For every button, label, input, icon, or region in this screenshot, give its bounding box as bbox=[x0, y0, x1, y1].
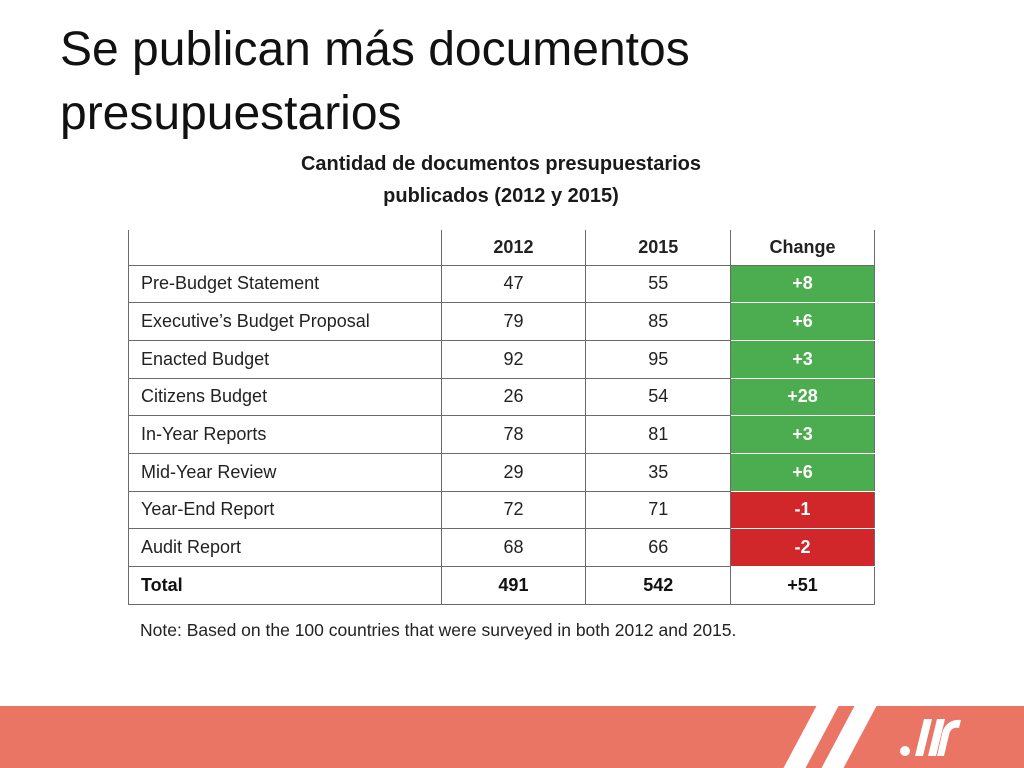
organization-logo-icon bbox=[900, 719, 961, 756]
total-2012-cell: 491 bbox=[440, 566, 587, 605]
row-change-cell: +3 bbox=[730, 339, 875, 379]
table-caption-line-1: Cantidad de documentos presupuestarios bbox=[300, 153, 702, 175]
row-label-cell: Executive’s Budget Proposal bbox=[128, 302, 442, 341]
row-2015-cell: 85 bbox=[585, 302, 732, 341]
header-cell-change: Change bbox=[730, 230, 875, 266]
table-header-row: 2012 2015 Change bbox=[128, 230, 875, 266]
budget-documents-table: 2012 2015 Change Pre-Budget Statement 47 5… bbox=[128, 230, 875, 605]
row-2015-cell: 55 bbox=[585, 264, 732, 304]
table-row: Citizens Budget 26 54 +28 bbox=[128, 377, 875, 417]
row-label-cell: Mid-Year Review bbox=[128, 452, 442, 492]
row-change-cell: +3 bbox=[730, 415, 875, 454]
row-2015-cell: 95 bbox=[585, 339, 732, 379]
row-label-cell: Citizens Budget bbox=[128, 377, 442, 417]
header-cell-label bbox=[128, 230, 442, 266]
table-body: Pre-Budget Statement 47 55 +8 Executive’s Bu… bbox=[128, 264, 875, 567]
row-2012-cell: 68 bbox=[440, 528, 587, 567]
row-change-cell: +6 bbox=[730, 302, 875, 341]
row-change-cell: -1 bbox=[730, 490, 875, 530]
total-label-cell: Total bbox=[128, 566, 442, 605]
row-2015-cell: 66 bbox=[585, 528, 732, 567]
row-label-cell: Audit Report bbox=[128, 528, 442, 567]
table-row: Executive’s Budget Proposal 79 85 +6 bbox=[128, 302, 875, 341]
row-2012-cell: 72 bbox=[440, 490, 587, 530]
table-row: Pre-Budget Statement 47 55 +8 bbox=[128, 264, 875, 304]
row-2012-cell: 79 bbox=[440, 302, 587, 341]
row-label-cell: Pre-Budget Statement bbox=[128, 264, 442, 304]
row-2012-cell: 26 bbox=[440, 377, 587, 417]
table-row: Enacted Budget 92 95 +3 bbox=[128, 339, 875, 379]
header-cell-2015: 2015 bbox=[585, 230, 732, 266]
row-change-cell: +6 bbox=[730, 452, 875, 492]
row-2015-cell: 71 bbox=[585, 490, 732, 530]
row-2012-cell: 92 bbox=[440, 339, 587, 379]
table-total-row: Total 491 542 +51 bbox=[128, 566, 875, 605]
row-2015-cell: 54 bbox=[585, 377, 732, 417]
table-row: Audit Report 68 66 -2 bbox=[128, 528, 875, 567]
table-note: Note: Based on the 100 countries that we… bbox=[140, 620, 737, 640]
row-change-cell: +8 bbox=[730, 264, 875, 304]
total-2015-cell: 542 bbox=[585, 566, 732, 605]
row-2012-cell: 47 bbox=[440, 264, 587, 304]
footer-band bbox=[0, 706, 1024, 768]
row-2015-cell: 81 bbox=[585, 415, 732, 454]
row-change-cell: -2 bbox=[730, 528, 875, 567]
table-row: Mid-Year Review 29 35 +6 bbox=[128, 452, 875, 492]
table-row: In-Year Reports 78 81 +3 bbox=[128, 415, 875, 454]
row-2015-cell: 35 bbox=[585, 452, 732, 492]
table-caption-line-2: publicados (2012 y 2015) bbox=[383, 185, 619, 207]
row-label-cell: Year-End Report bbox=[128, 490, 442, 530]
row-2012-cell: 29 bbox=[440, 452, 587, 492]
row-change-cell: +28 bbox=[730, 377, 875, 417]
table-caption: Cantidad de documentos presupuestarios p… bbox=[200, 148, 802, 212]
row-label-cell: Enacted Budget bbox=[128, 339, 442, 379]
header-cell-2012: 2012 bbox=[440, 230, 587, 266]
slide-title: Se publican más documentos presupuestari… bbox=[60, 23, 690, 140]
row-label-cell: In-Year Reports bbox=[128, 415, 442, 454]
total-change-cell: +51 bbox=[730, 566, 875, 605]
table-row: Year-End Report 72 71 -1 bbox=[128, 490, 875, 530]
row-2012-cell: 78 bbox=[440, 415, 587, 454]
